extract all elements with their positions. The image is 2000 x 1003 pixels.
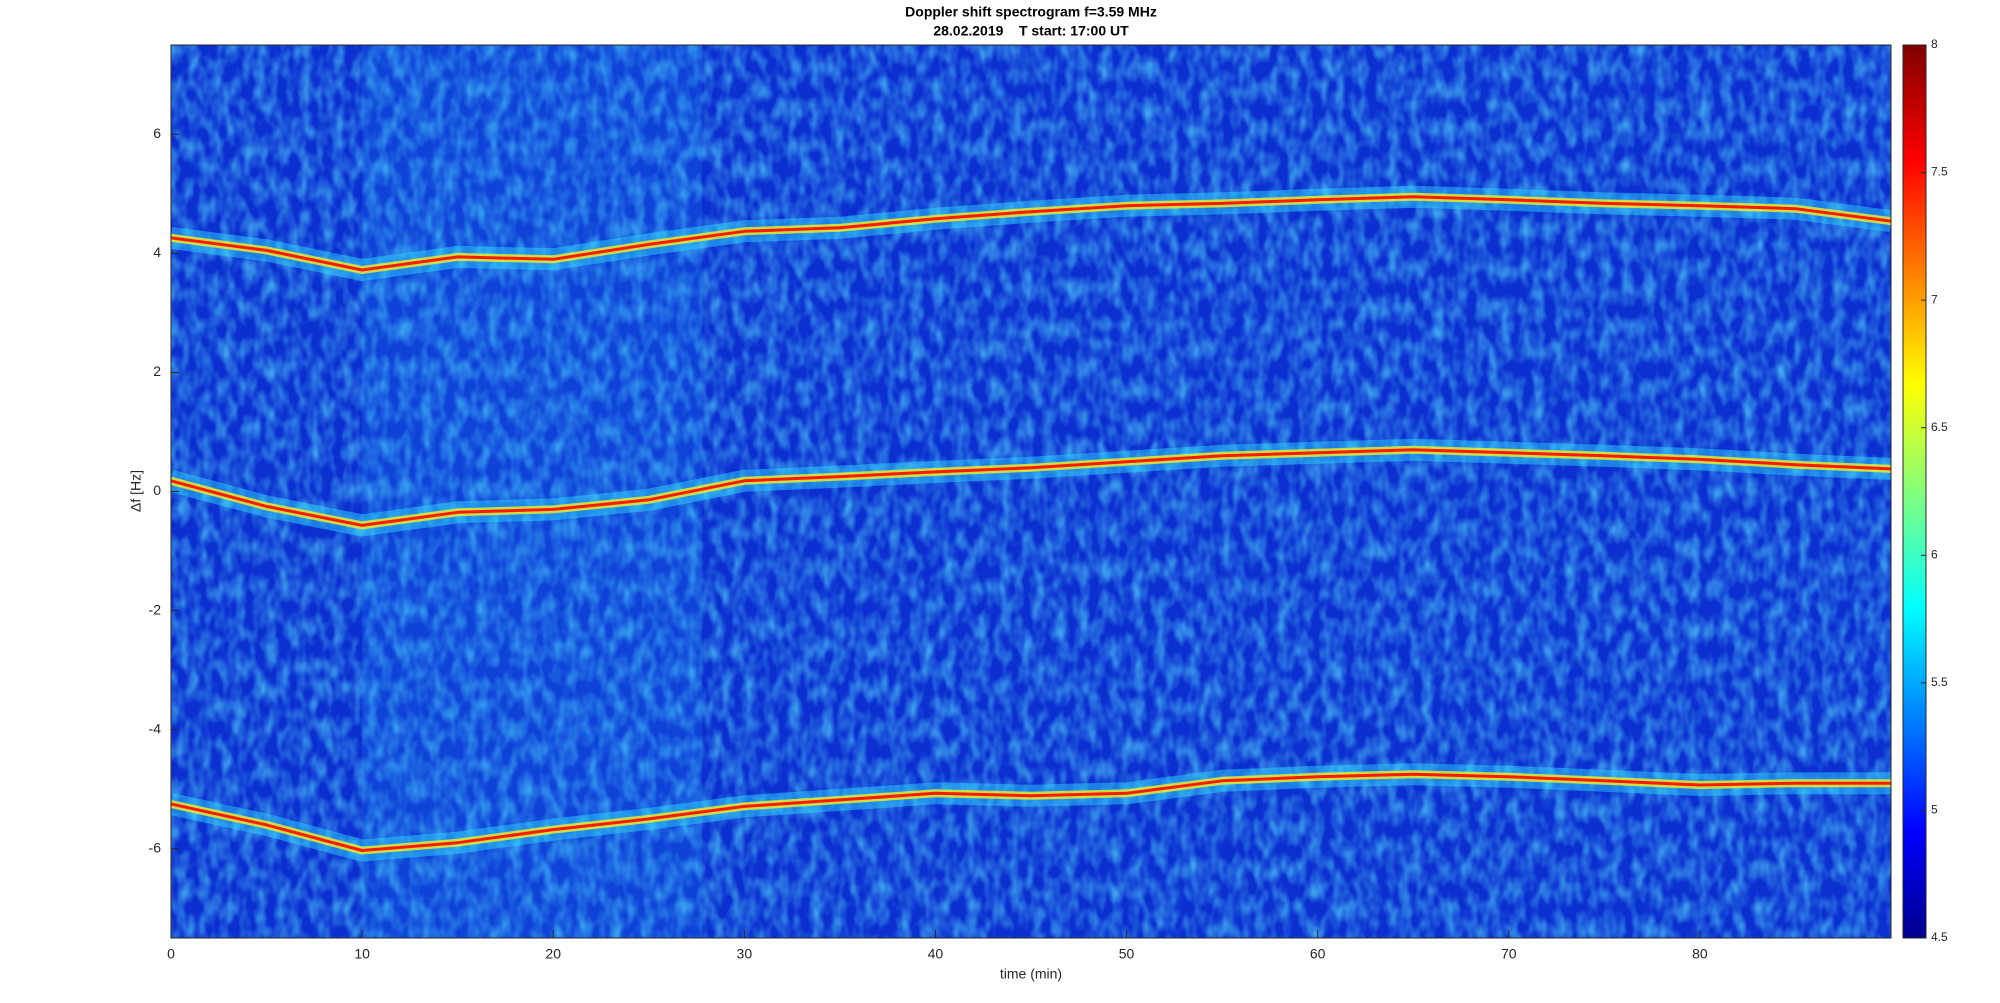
x-axis-label: time (min) <box>1000 966 1062 982</box>
trace-line <box>171 195 1891 272</box>
x-tick-label: 30 <box>737 946 753 962</box>
trace-line <box>171 772 1891 852</box>
x-tick-label: 60 <box>1310 946 1326 962</box>
colorbar-tick-label: 6.5 <box>1931 420 1948 434</box>
x-tick-label: 20 <box>545 946 561 962</box>
noise-texture <box>171 45 1891 938</box>
y-tick-label: -2 <box>149 601 162 617</box>
y-axis-label: Δf [Hz] <box>128 470 144 512</box>
colorbar-tick-label: 5.5 <box>1931 675 1948 689</box>
chart-subtitle: 28.02.2019 T start: 17:00 UT <box>933 23 1129 39</box>
y-tick-label: 2 <box>153 363 161 379</box>
colorbar-tick-label: 6 <box>1931 547 1938 561</box>
y-tick-label: 0 <box>153 482 161 498</box>
colorbar-tick-label: 7 <box>1931 292 1938 306</box>
colorbar-tick-label: 5 <box>1931 803 1938 817</box>
x-tick-label: 70 <box>1501 946 1517 962</box>
y-tick-label: -4 <box>149 720 162 736</box>
traces <box>171 185 1891 862</box>
chart-title: Doppler shift spectrogram f=3.59 MHz <box>905 4 1157 20</box>
x-tick-label: 80 <box>1692 946 1708 962</box>
colorbar-tick-label: 7.5 <box>1931 165 1948 179</box>
colorbar-tick-label: 8 <box>1931 37 1938 51</box>
x-tick-label: 40 <box>928 946 944 962</box>
trace-line <box>171 448 1891 527</box>
y-tick-label: 6 <box>153 125 161 141</box>
colorbar-tick-label: 4.5 <box>1931 930 1948 944</box>
y-tick-label: 4 <box>153 244 161 260</box>
colorbar <box>1902 44 1927 939</box>
y-tick-label: -6 <box>149 839 162 855</box>
x-tick-label: 0 <box>167 946 175 962</box>
x-tick-label: 50 <box>1119 946 1135 962</box>
spectrogram-background <box>171 45 1891 938</box>
interference-band <box>362 45 702 938</box>
x-tick-label: 10 <box>354 946 370 962</box>
